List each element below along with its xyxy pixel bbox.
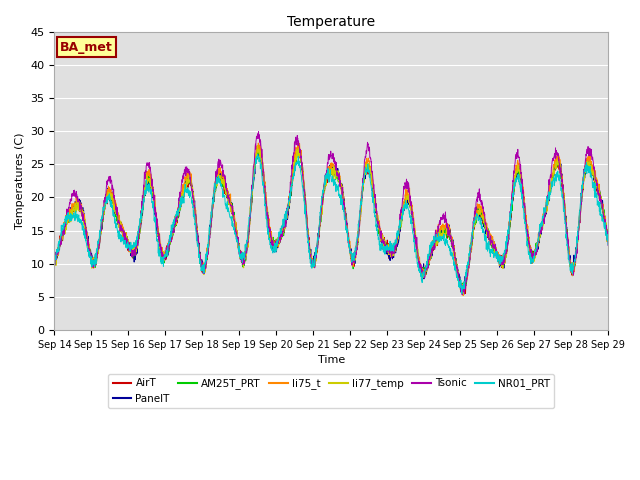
- AirT: [348, 259, 355, 264]
- NR01_PRT: [51, 256, 58, 262]
- Tsonic: [255, 129, 262, 134]
- AM25T_PRT: [556, 162, 563, 168]
- AM25T_PRT: [604, 238, 612, 244]
- li75_t: [348, 258, 355, 264]
- AirT: [460, 291, 467, 297]
- NR01_PRT: [254, 152, 262, 157]
- Tsonic: [493, 249, 500, 254]
- AirT: [556, 160, 563, 166]
- X-axis label: Time: Time: [317, 356, 345, 365]
- li75_t: [51, 260, 58, 265]
- AM25T_PRT: [51, 253, 58, 259]
- Text: BA_met: BA_met: [60, 40, 113, 53]
- li77_temp: [253, 143, 261, 148]
- NR01_PRT: [205, 236, 212, 242]
- NR01_PRT: [360, 178, 367, 183]
- Tsonic: [360, 173, 367, 179]
- Tsonic: [458, 292, 466, 298]
- PanelT: [457, 288, 465, 294]
- li75_t: [571, 259, 579, 265]
- Line: PanelT: PanelT: [54, 150, 608, 291]
- Line: li77_temp: li77_temp: [54, 145, 608, 295]
- li75_t: [255, 140, 262, 146]
- AirT: [360, 181, 367, 187]
- li75_t: [460, 293, 467, 299]
- li77_temp: [604, 235, 612, 240]
- AM25T_PRT: [493, 246, 500, 252]
- AM25T_PRT: [295, 144, 303, 150]
- AirT: [254, 144, 262, 150]
- li77_temp: [556, 160, 563, 166]
- li75_t: [556, 159, 563, 165]
- AM25T_PRT: [205, 239, 212, 245]
- AirT: [571, 263, 579, 268]
- li75_t: [604, 231, 612, 237]
- AM25T_PRT: [348, 255, 355, 261]
- PanelT: [493, 256, 500, 262]
- PanelT: [51, 256, 58, 262]
- PanelT: [348, 252, 355, 258]
- Tsonic: [571, 260, 579, 265]
- Line: NR01_PRT: NR01_PRT: [54, 155, 608, 294]
- AM25T_PRT: [360, 179, 367, 184]
- PanelT: [255, 147, 263, 153]
- Line: Tsonic: Tsonic: [54, 132, 608, 295]
- AirT: [604, 239, 612, 244]
- AirT: [205, 242, 212, 248]
- NR01_PRT: [556, 172, 563, 178]
- Y-axis label: Temperatures (C): Temperatures (C): [15, 132, 25, 229]
- Tsonic: [604, 242, 612, 248]
- PanelT: [360, 180, 367, 186]
- li75_t: [360, 175, 367, 180]
- li77_temp: [205, 238, 212, 244]
- NR01_PRT: [458, 291, 466, 297]
- AM25T_PRT: [458, 290, 465, 296]
- NR01_PRT: [493, 255, 500, 261]
- Legend: AirT, PanelT, AM25T_PRT, li75_t, li77_temp, Tsonic, NR01_PRT: AirT, PanelT, AM25T_PRT, li75_t, li77_te…: [108, 374, 554, 408]
- AirT: [493, 250, 500, 256]
- li77_temp: [51, 255, 58, 261]
- PanelT: [571, 258, 579, 264]
- NR01_PRT: [571, 258, 579, 264]
- li77_temp: [571, 261, 579, 267]
- PanelT: [556, 166, 563, 172]
- Line: AM25T_PRT: AM25T_PRT: [54, 147, 608, 293]
- Title: Temperature: Temperature: [287, 15, 375, 29]
- PanelT: [604, 231, 612, 237]
- Tsonic: [205, 242, 212, 248]
- Line: li75_t: li75_t: [54, 143, 608, 296]
- NR01_PRT: [348, 253, 355, 259]
- li75_t: [205, 240, 212, 246]
- li77_temp: [493, 249, 500, 254]
- NR01_PRT: [604, 242, 612, 248]
- AirT: [51, 257, 58, 263]
- PanelT: [205, 237, 212, 243]
- li75_t: [493, 253, 500, 259]
- AM25T_PRT: [571, 261, 579, 267]
- Tsonic: [556, 167, 563, 172]
- li77_temp: [460, 292, 468, 298]
- Tsonic: [348, 255, 355, 261]
- Line: AirT: AirT: [54, 147, 608, 294]
- li77_temp: [360, 182, 367, 188]
- li77_temp: [348, 258, 355, 264]
- Tsonic: [51, 260, 58, 265]
